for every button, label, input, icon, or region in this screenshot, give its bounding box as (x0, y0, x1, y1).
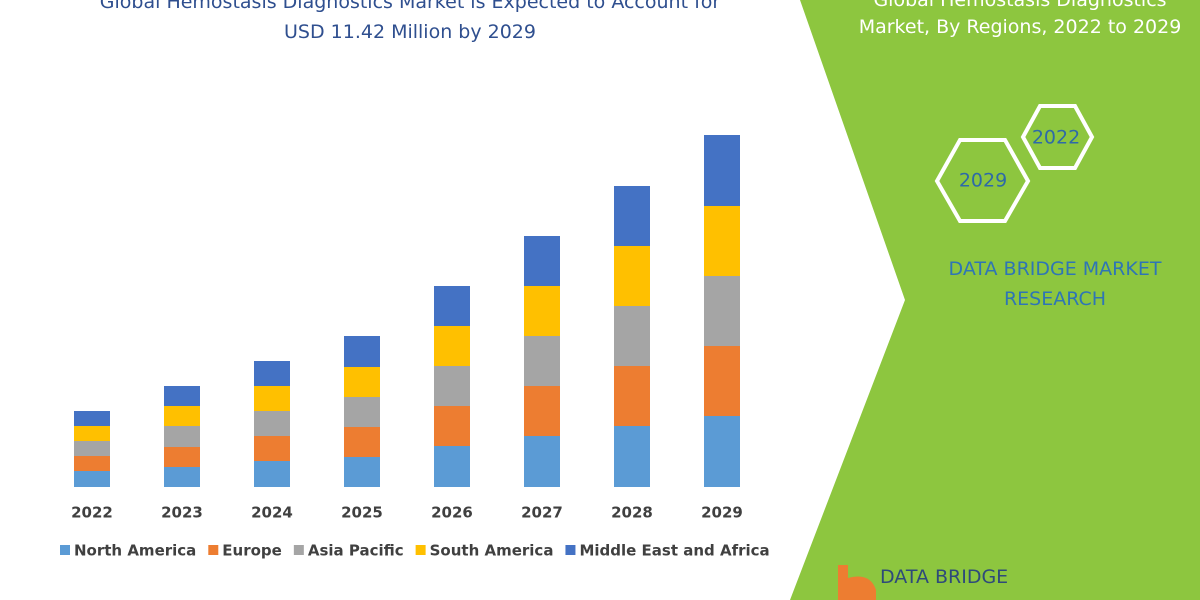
bar-segment (704, 346, 740, 416)
bar-segment (254, 461, 290, 487)
x-tick-label: 2023 (161, 504, 203, 522)
x-tick-label: 2027 (521, 504, 563, 522)
bar-segment (344, 427, 380, 457)
legend-label: South America (430, 542, 554, 560)
x-tick-label: 2025 (341, 504, 383, 522)
hex-label: 2022 (1032, 127, 1080, 149)
bar-segment (344, 457, 380, 487)
bar-segment (704, 206, 740, 276)
bar-segment (704, 135, 740, 206)
bar-segment (614, 186, 650, 246)
bar-segment (614, 426, 650, 487)
bar-segment (524, 386, 560, 436)
bar-segment (344, 397, 380, 427)
legend-swatch (60, 545, 70, 555)
bar-segment (164, 426, 200, 447)
bar-segment (614, 366, 650, 426)
bar-segment (614, 246, 650, 306)
bar-segment (614, 306, 650, 366)
bar-segment (434, 366, 470, 406)
bar-segment (434, 406, 470, 446)
bar-segment (254, 361, 290, 386)
x-tick-label: 2028 (611, 504, 653, 522)
side-title: Global Hemostasis Diagnostics Market, By… (858, 0, 1182, 38)
logo-text: DATA BRIDGE (880, 566, 1008, 588)
bar-segment (254, 436, 290, 461)
bar-segment (74, 441, 110, 456)
hex-label: 2029 (959, 170, 1007, 192)
bar-segment (704, 416, 740, 487)
bar-segment (524, 436, 560, 487)
legend-swatch (415, 545, 426, 555)
legend-label: Europe (222, 542, 282, 560)
logo-icon (838, 565, 876, 600)
bar-segment (434, 326, 470, 366)
hexagon (1020, 104, 1095, 170)
legend-label: Middle East and Africa (579, 542, 769, 560)
bar-segment (524, 236, 560, 286)
chart-title: Global Hemostasis Diagnostics Market is … (99, 0, 721, 43)
legend-swatch (293, 545, 304, 555)
legend-label: North America (74, 542, 196, 560)
legend-label: Asia Pacific (308, 542, 404, 560)
bar-segment (74, 411, 110, 426)
hexagon (934, 138, 1031, 223)
bar-segment (254, 411, 290, 436)
bar-segment (704, 276, 740, 346)
x-tick-label: 2022 (71, 504, 113, 522)
bar-segment (74, 426, 110, 441)
bar-segment (344, 336, 380, 367)
side-panel-bg (790, 0, 1200, 600)
x-tick-label: 2026 (431, 504, 473, 522)
bar-segment (164, 406, 200, 426)
bar-segment (74, 471, 110, 487)
bar-segment (254, 386, 290, 411)
legend-swatch (565, 545, 576, 555)
bar-segment (344, 367, 380, 397)
bar-segment (74, 456, 110, 471)
x-tick-label: 2024 (251, 504, 293, 522)
x-tick-label: 2029 (701, 504, 743, 522)
bar-segment (164, 467, 200, 487)
bar-segment (434, 446, 470, 487)
bar-segment (164, 447, 200, 467)
legend-swatch (208, 545, 219, 555)
bar-segment (524, 286, 560, 336)
brand: DATA BRIDGE MARKET RESEARCH (948, 258, 1162, 310)
bar-segment (164, 386, 200, 406)
bar-segment (524, 336, 560, 386)
bar-segment (434, 286, 470, 326)
